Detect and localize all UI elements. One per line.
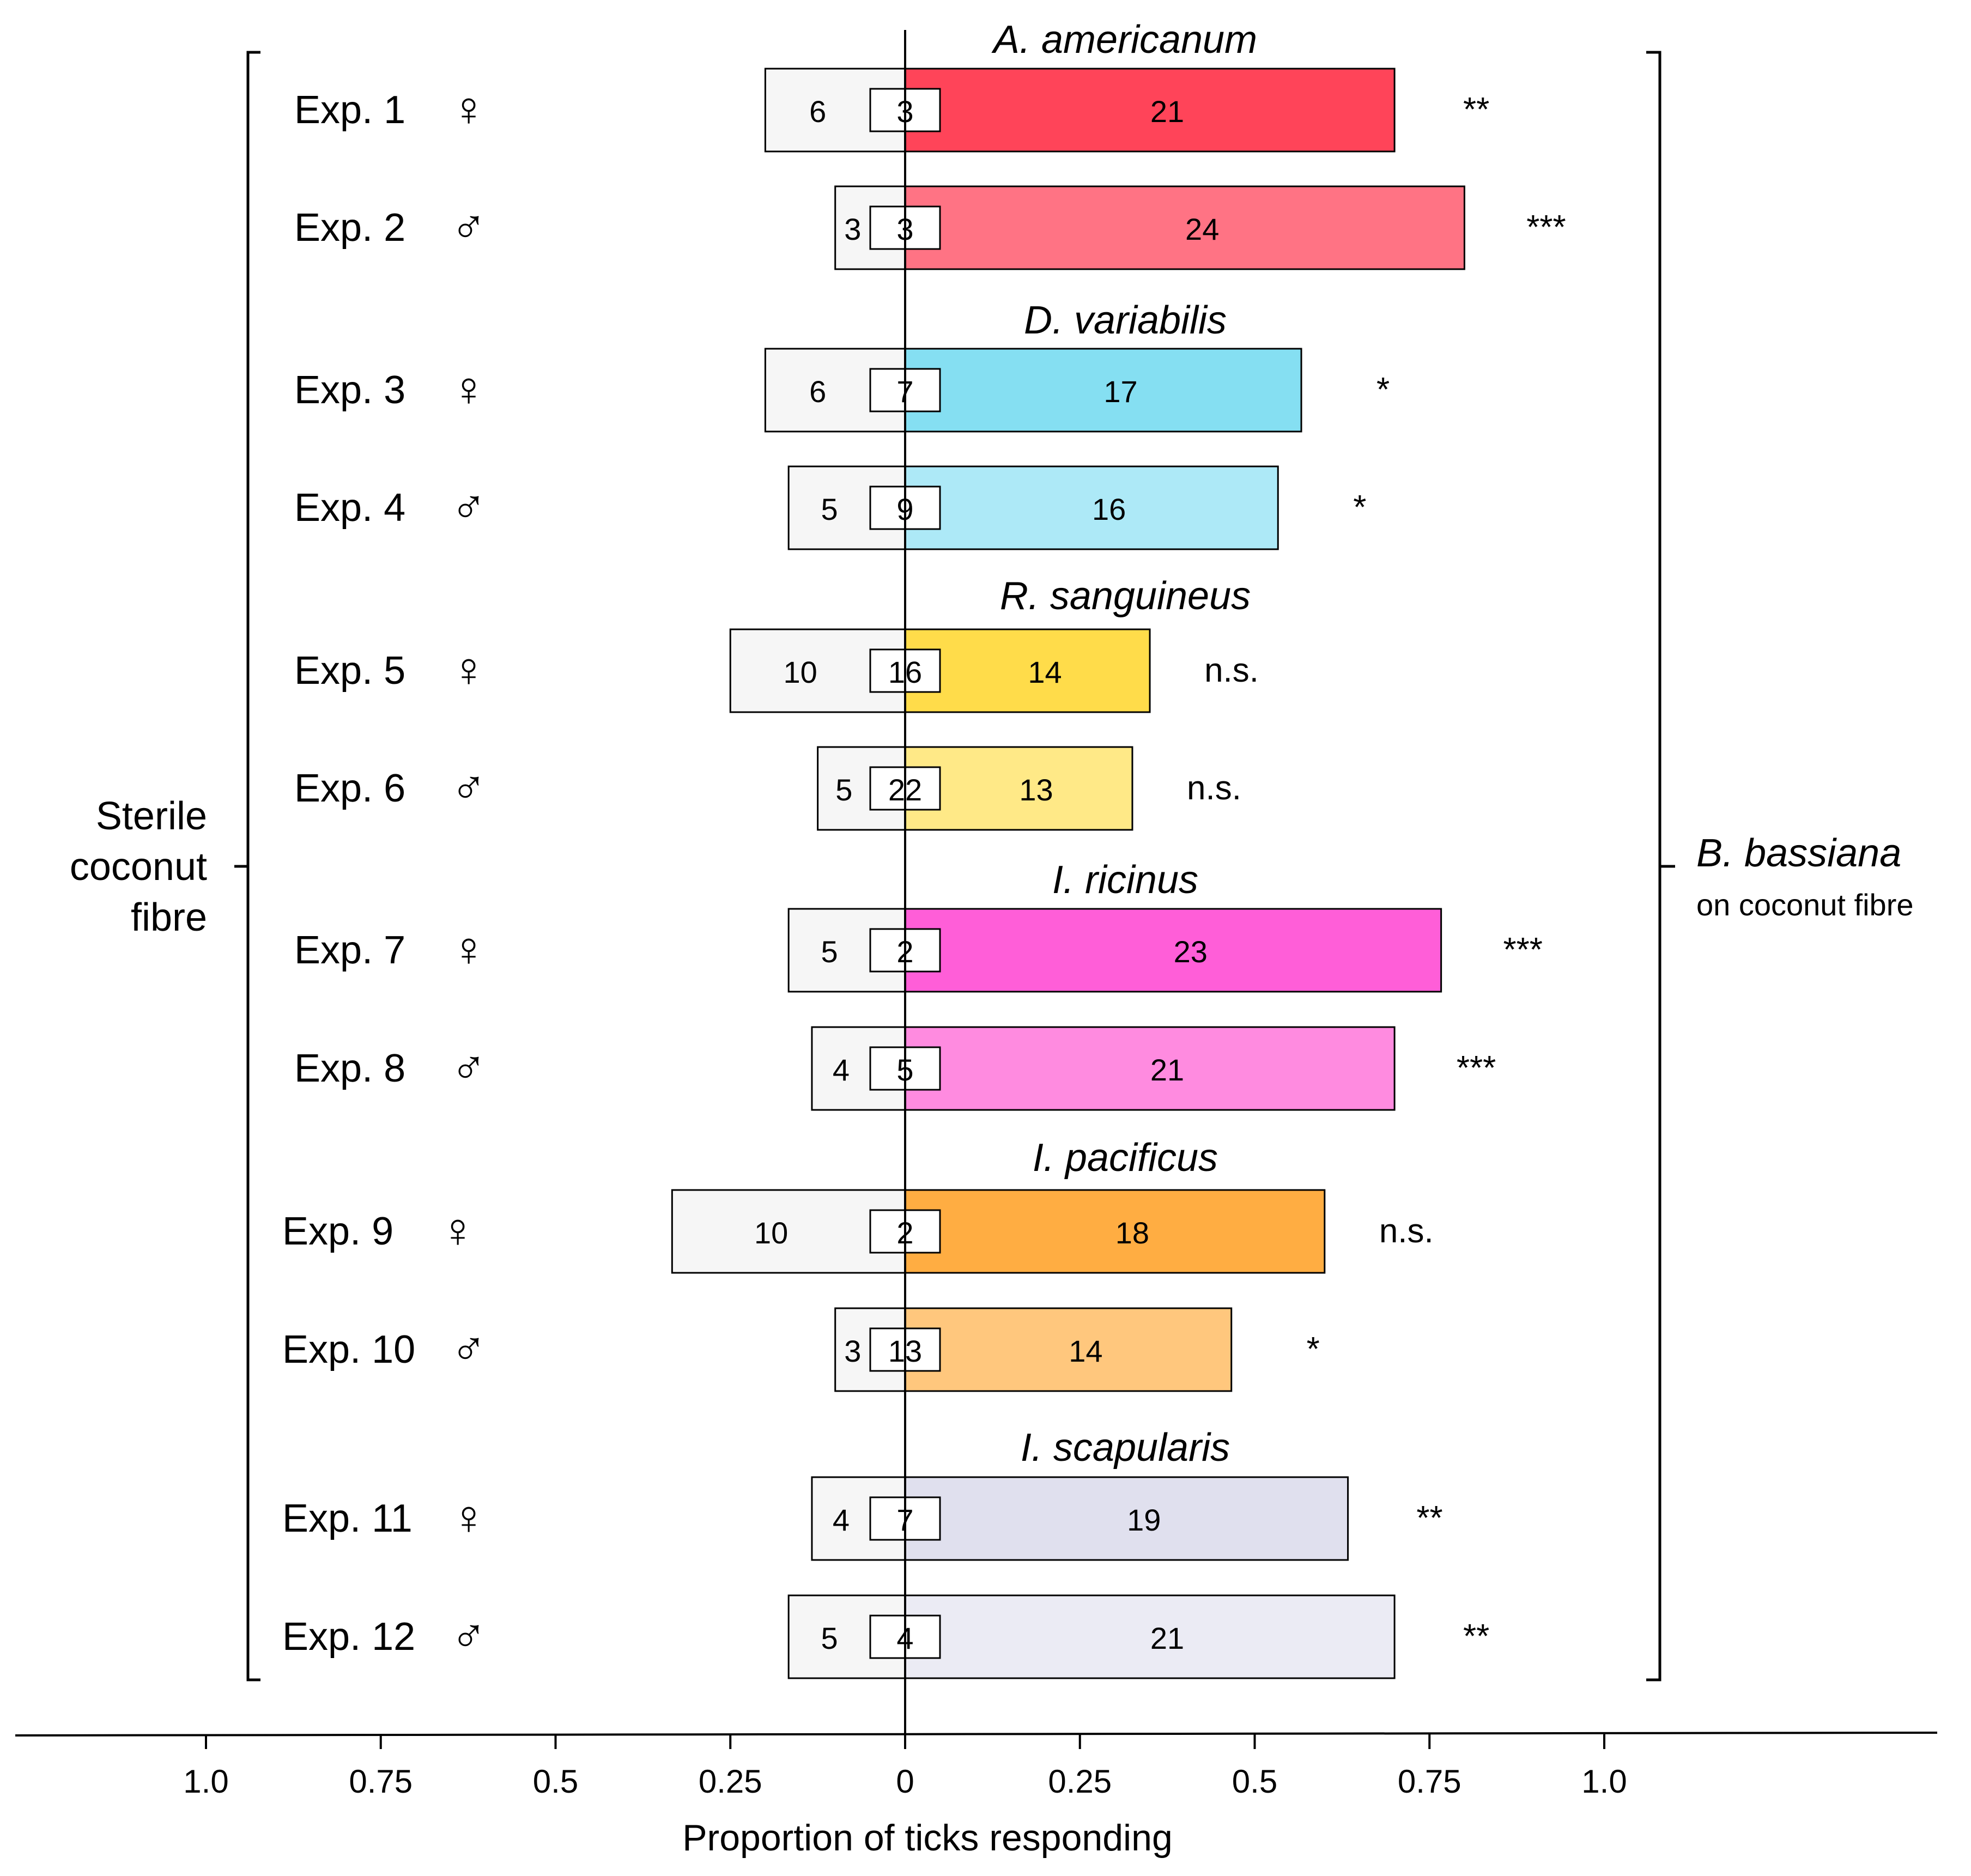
treatment-count: 16 xyxy=(1092,492,1126,526)
significance-label: *** xyxy=(1503,931,1542,969)
control-count: 6 xyxy=(809,94,826,129)
treatment-count: 17 xyxy=(1103,374,1137,409)
control-count: 3 xyxy=(844,1334,861,1368)
treatment-bar xyxy=(904,348,1302,433)
experiment-label: Exp. 11 xyxy=(282,1497,413,1540)
control-count: 5 xyxy=(835,773,852,807)
experiment-label: Exp. 6 xyxy=(294,767,405,810)
treatment-count: 23 xyxy=(1174,934,1208,969)
control-count: 4 xyxy=(833,1503,850,1537)
right-bracket xyxy=(1646,51,1661,1681)
significance-label: *** xyxy=(1457,1049,1496,1087)
control-count: 10 xyxy=(754,1216,788,1250)
treatment-count: 24 xyxy=(1185,212,1219,246)
x-axis-line xyxy=(15,1732,1938,1737)
treatment-bar xyxy=(904,1476,1349,1561)
x-tick-label: 0.75 xyxy=(1398,1763,1461,1800)
experiment-label: Exp. 12 xyxy=(282,1615,415,1659)
sex-symbol: ♂ xyxy=(451,1321,487,1375)
experiment-label: Exp. 7 xyxy=(294,928,405,972)
treatment-count: 21 xyxy=(1150,94,1184,129)
species-title: R. sanguineus xyxy=(1000,574,1251,618)
significance-label: * xyxy=(1376,371,1390,409)
treatment-count: 14 xyxy=(1028,655,1062,689)
sex-symbol: ♂ xyxy=(451,1608,487,1662)
treatment-count: 13 xyxy=(1019,773,1053,807)
left-group-label: fibre xyxy=(131,896,207,939)
left-group-label: coconut xyxy=(70,845,207,889)
experiment-label: Exp. 10 xyxy=(282,1328,415,1371)
experiment-label: Exp. 1 xyxy=(294,88,405,132)
left-bracket xyxy=(246,51,260,1681)
experiment-label: Exp. 5 xyxy=(294,649,405,693)
experiment-label: Exp. 8 xyxy=(294,1047,405,1090)
sex-symbol: ♀ xyxy=(451,642,487,696)
x-tick-label: 0.75 xyxy=(349,1763,413,1800)
control-count: 5 xyxy=(821,1621,838,1655)
significance-label: *** xyxy=(1526,209,1566,246)
treatment-bar xyxy=(904,628,1151,713)
right-group-detail: on coconut fibre xyxy=(1696,888,1913,922)
experiment-label: Exp. 3 xyxy=(294,368,405,412)
control-count: 3 xyxy=(844,212,861,246)
experiment-label: Exp. 9 xyxy=(282,1210,393,1253)
sex-symbol: ♀ xyxy=(451,1490,487,1544)
treatment-count: 18 xyxy=(1115,1216,1149,1250)
experiment-label: Exp. 2 xyxy=(294,206,405,250)
sex-symbol: ♂ xyxy=(451,199,487,253)
axis-layer: Proportion of ticks responding 1.0 0.75 0.… xyxy=(15,30,1938,1859)
sex-symbol: ♀ xyxy=(451,82,487,136)
control-bar xyxy=(671,1189,906,1274)
significance-label: ** xyxy=(1416,1499,1442,1537)
sex-symbol: ♂ xyxy=(451,760,487,814)
sex-symbol: ♂ xyxy=(451,479,487,533)
control-count: 5 xyxy=(821,934,838,969)
x-axis-title: Proportion of ticks responding xyxy=(682,1817,1173,1859)
significance-label: * xyxy=(1307,1331,1320,1368)
significance-label: n.s. xyxy=(1187,769,1241,807)
experiment-label: Exp. 4 xyxy=(294,486,405,530)
control-count: 10 xyxy=(783,655,817,689)
treatment-count: 14 xyxy=(1069,1334,1102,1368)
x-tick-label: 0.5 xyxy=(533,1763,578,1800)
x-tick-label: 1.0 xyxy=(1581,1763,1627,1800)
control-count: 6 xyxy=(809,374,826,409)
sex-symbol: ♀ xyxy=(440,1203,476,1257)
species-title: I. scapularis xyxy=(1021,1426,1230,1470)
x-tick-label: 0 xyxy=(896,1763,914,1800)
control-count: 5 xyxy=(821,492,838,526)
treatment-bar xyxy=(904,908,1442,993)
treatment-count: 21 xyxy=(1150,1053,1184,1087)
significance-label: n.s. xyxy=(1379,1212,1434,1250)
x-tick-label: 0.25 xyxy=(1048,1763,1112,1800)
significance-label: n.s. xyxy=(1204,652,1259,689)
significance-label: ** xyxy=(1463,91,1489,129)
x-tick-label: 0.5 xyxy=(1232,1763,1277,1800)
sex-symbol: ♀ xyxy=(451,362,487,416)
sex-symbol: ♂ xyxy=(451,1040,487,1094)
treatment-count: 19 xyxy=(1127,1503,1161,1537)
sex-symbol: ♀ xyxy=(451,922,487,976)
species-title: I. ricinus xyxy=(1052,858,1198,902)
x-tick-label: 1.0 xyxy=(183,1763,228,1800)
treatment-bar xyxy=(904,746,1133,831)
species-title: A. americanum xyxy=(991,18,1257,62)
left-group-label: Sterile xyxy=(96,794,207,838)
treatment-bar xyxy=(904,1307,1233,1392)
bars-layer xyxy=(671,68,1465,1679)
right-group-species: B. bassiana xyxy=(1696,831,1901,875)
treatment-bar xyxy=(904,68,1396,153)
treatment-bar xyxy=(904,185,1465,270)
significance-label: * xyxy=(1353,489,1366,526)
x-tick-label: 0.25 xyxy=(699,1763,762,1800)
treatment-bar xyxy=(904,1594,1396,1679)
species-title: I. pacificus xyxy=(1033,1136,1218,1180)
species-title: D. variabilis xyxy=(1024,299,1227,342)
significance-label: ** xyxy=(1463,1618,1489,1655)
control-count: 4 xyxy=(833,1053,850,1087)
treatment-count: 21 xyxy=(1150,1621,1184,1655)
